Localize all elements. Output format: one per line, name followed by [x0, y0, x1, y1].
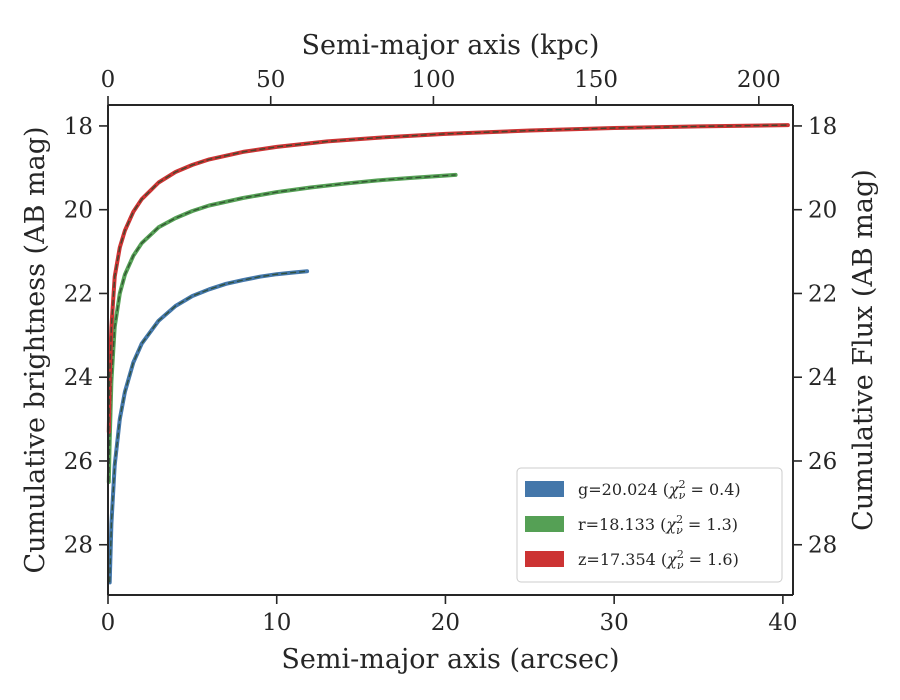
x-axis-title: Semi-major axis (arcsec)	[281, 644, 619, 675]
top-x-axis-title: Semi-major axis (kpc)	[302, 30, 600, 61]
right-y-tick-label: 28	[808, 533, 837, 559]
right-y-tick-label: 22	[808, 281, 837, 307]
right-y-axis-title: Cumulative Flux (AB mag)	[848, 169, 879, 531]
y-tick-label: 20	[64, 198, 93, 224]
x-tick-label: 30	[600, 610, 629, 636]
model-fit-line-2	[108, 174, 456, 482]
y-axis-title: Cumulative brightness (AB mag)	[20, 126, 51, 573]
legend: g=20.024 (χ2 ν = 0.4) r=18.133 (χ2 ν = 1.3)…	[516, 467, 783, 583]
right-y-tick-label: 18	[808, 114, 837, 140]
legend-label-1: g=20.024 (χ2 ν = 0.4)	[578, 478, 741, 502]
right-y-tick-label: 20	[808, 198, 837, 224]
legend-box	[516, 467, 783, 583]
right-y-tick-label: 24	[808, 365, 837, 391]
y-tick-label: 24	[64, 365, 93, 391]
y-tick-label: 26	[64, 449, 93, 475]
x-tick-label: 40	[768, 610, 797, 636]
series-line-3	[106, 123, 790, 434]
top-x-tick-label: 50	[256, 67, 285, 93]
legend-label-3: z=17.354 (χ2 ν = 1.6)	[578, 548, 739, 572]
x-tick-label: 0	[101, 610, 116, 636]
y-tick-label: 28	[64, 533, 93, 559]
legend-label-2: r=18.133 (χ2 ν = 1.3)	[578, 513, 738, 537]
x-tick-label: 20	[431, 610, 460, 636]
y-tick-label: 22	[64, 281, 93, 307]
model-fit-line-1	[109, 270, 308, 583]
top-x-tick-label: 0	[101, 67, 116, 93]
right-y-tick-label: 26	[808, 449, 837, 475]
axes-layer: 0 10 20 30 40 0 50 100 150 200 18 18 20 20 22 22 24 24 26 2…	[20, 30, 879, 675]
legend-swatch-3	[525, 551, 564, 567]
model-fit-line-3	[108, 124, 788, 432]
legend-swatch-2	[525, 516, 564, 532]
legend-swatch-1	[525, 481, 564, 497]
x-tick-label: 10	[262, 610, 291, 636]
series-line-2	[106, 172, 458, 484]
top-x-tick-label: 100	[411, 67, 455, 93]
series-layer	[106, 123, 790, 585]
top-x-tick-label: 150	[574, 67, 618, 93]
top-x-tick-label: 200	[737, 67, 781, 93]
series-line-1	[107, 269, 310, 585]
y-tick-label: 18	[64, 114, 93, 140]
